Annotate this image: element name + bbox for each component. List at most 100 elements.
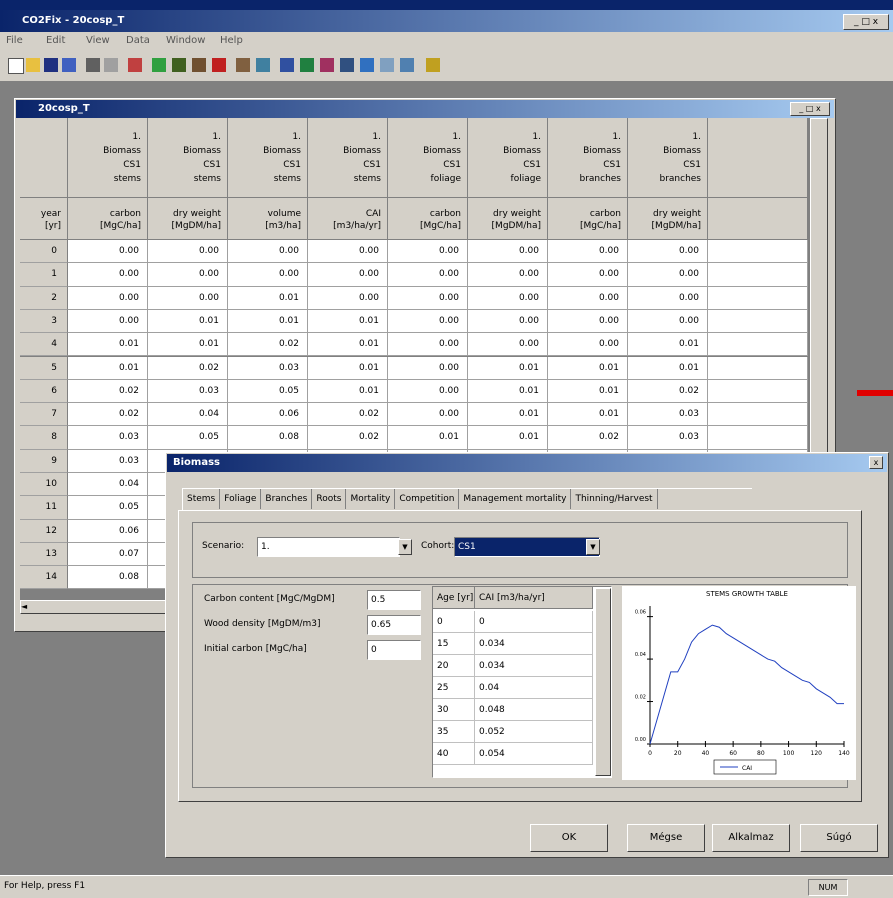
table-cell: 0.05 [68, 496, 148, 519]
tool-icon[interactable] [300, 58, 314, 72]
header-line: Biomass [548, 144, 621, 158]
table-cell: 0.01 [628, 357, 708, 380]
column-subheader: dry weight[MgDM/ha] [468, 198, 548, 240]
tool-icon[interactable] [152, 58, 166, 72]
subheader-line: [MgC/ha] [548, 220, 621, 232]
table-cell: 0.00 [468, 287, 548, 310]
age-table-cell: 20 [433, 655, 475, 677]
table-cell: 0.01 [148, 333, 228, 356]
table-cell: 0.05 [228, 380, 308, 403]
subheader-line: CAI [308, 208, 381, 220]
document-controls[interactable]: _ □ x [790, 102, 830, 116]
menu-item[interactable]: Help [220, 35, 243, 46]
window-controls[interactable]: _ □ x [843, 14, 889, 30]
column-subheader: carbon[MgC/ha] [548, 198, 628, 240]
combo-arrow[interactable]: ▼ [398, 539, 412, 555]
tool-icon[interactable] [236, 58, 250, 72]
row-header: 4 [20, 333, 68, 356]
corner-text: year [20, 208, 61, 220]
table-cell: 0.01 [468, 380, 548, 403]
empty-cell [708, 403, 808, 426]
table-cell: 0.06 [68, 520, 148, 543]
desktop-bar [0, 0, 893, 10]
menu-item[interactable]: Data [126, 35, 150, 46]
tool-icon[interactable] [44, 58, 58, 72]
dialog-button[interactable]: Alkalmaz [712, 824, 790, 852]
tab[interactable]: Management mortality [459, 489, 571, 509]
tool-icon[interactable] [26, 58, 40, 72]
dialog-button[interactable]: OK [530, 824, 608, 852]
tab[interactable]: Thinning/Harvest [571, 489, 657, 509]
tool-icon[interactable] [128, 58, 142, 72]
table-cell: 0.02 [68, 380, 148, 403]
field-input[interactable]: 0.5 [367, 590, 421, 610]
column-subheader: carbon[MgC/ha] [68, 198, 148, 240]
field-input[interactable]: 0.65 [367, 615, 421, 635]
tool-icon[interactable] [256, 58, 270, 72]
age-table-header: Age [yr] [433, 587, 475, 609]
x-tick-label: 40 [702, 750, 710, 757]
tab[interactable]: Roots [312, 489, 346, 509]
header-line: branches [628, 172, 701, 186]
menu-item[interactable]: File [6, 35, 23, 46]
subheader-line: dry weight [628, 208, 701, 220]
tool-icon[interactable] [320, 58, 334, 72]
tool-icon[interactable] [426, 58, 440, 72]
combo-arrow[interactable]: ▼ [586, 539, 600, 555]
tool-icon[interactable] [104, 58, 118, 72]
tool-icon[interactable] [340, 58, 354, 72]
table-cell: 0.00 [68, 310, 148, 333]
table-cell: 0.03 [628, 403, 708, 426]
tool-icon[interactable] [212, 58, 226, 72]
field-input[interactable]: 0 [367, 640, 421, 660]
tool-icon[interactable] [192, 58, 206, 72]
tab[interactable]: Competition [395, 489, 459, 509]
tool-icon[interactable] [360, 58, 374, 72]
table-cell: 0.00 [468, 333, 548, 356]
empty-cell [708, 357, 808, 380]
subheader-line: dry weight [468, 208, 541, 220]
scenario-combo[interactable]: 1. [257, 537, 400, 557]
tool-icon[interactable] [400, 58, 414, 72]
menu-item[interactable]: Edit [46, 35, 65, 46]
tool-icon[interactable] [172, 58, 186, 72]
tab[interactable]: Foliage [220, 489, 261, 509]
table-cell: 0.00 [388, 287, 468, 310]
dialog-button[interactable]: Mégse [627, 824, 705, 852]
dialog-title: Biomass [173, 457, 220, 468]
dialog-close[interactable]: x [869, 456, 883, 469]
age-table-cell: 0.034 [475, 633, 593, 655]
tool-icon[interactable] [280, 58, 294, 72]
cohort-combo[interactable]: CS1 [454, 537, 600, 557]
tab[interactable]: Mortality [346, 489, 395, 509]
tool-icon[interactable] [380, 58, 394, 72]
fields: Carbon content [MgC/MgDM]0.5Wood density… [200, 590, 425, 690]
table-cell: 0.00 [388, 357, 468, 380]
header-line: 1. [308, 130, 381, 144]
tool-icon[interactable] [62, 58, 76, 72]
header-line: 1. [468, 130, 541, 144]
table-cell: 0.00 [228, 263, 308, 286]
dialog-button[interactable]: Súgó [800, 824, 878, 852]
document-title-bar: 20cosp_T [16, 100, 834, 118]
subheader-line: [MgDM/ha] [468, 220, 541, 232]
chart-title: STEMS GROWTH TABLE [706, 590, 788, 598]
table-cell: 0.00 [628, 310, 708, 333]
header-line: 1. [228, 130, 301, 144]
tab[interactable]: Branches [261, 489, 312, 509]
subheader-line: carbon [548, 208, 621, 220]
document-title: 20cosp_T [38, 103, 90, 114]
header-line: 1. [548, 130, 621, 144]
age-table-scrollbar[interactable] [595, 588, 611, 776]
subheader-line: dry weight [148, 208, 221, 220]
header-line: Biomass [68, 144, 141, 158]
table-cell: 0.01 [548, 403, 628, 426]
app-title: CO2Fix - 20cosp_T [22, 15, 124, 26]
menu-item[interactable]: View [86, 35, 110, 46]
menu-item[interactable]: Window [166, 35, 205, 46]
tab[interactable]: Stems [183, 489, 220, 509]
row-header: 9 [20, 450, 68, 473]
tool-icon[interactable] [86, 58, 100, 72]
tool-icon[interactable] [8, 58, 24, 74]
